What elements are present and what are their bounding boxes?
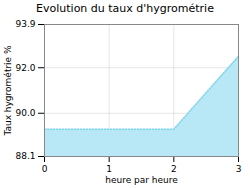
svg-text:Taux hygrométrie %: Taux hygrométrie % xyxy=(3,45,13,137)
svg-text:0: 0 xyxy=(42,164,48,174)
svg-text:heure par heure: heure par heure xyxy=(105,175,178,185)
svg-text:93.9: 93.9 xyxy=(15,19,35,29)
svg-text:90.0: 90.0 xyxy=(15,108,35,118)
html-text:Evolution du taux d'hygrométri: Evolution du taux d'hygrométrie xyxy=(36,2,214,15)
svg-text:1: 1 xyxy=(106,164,112,174)
svg-text:3: 3 xyxy=(236,164,242,174)
svg-text:92.0: 92.0 xyxy=(15,63,35,73)
svg-text:88.1: 88.1 xyxy=(15,151,35,161)
svg-text:2: 2 xyxy=(171,164,177,174)
